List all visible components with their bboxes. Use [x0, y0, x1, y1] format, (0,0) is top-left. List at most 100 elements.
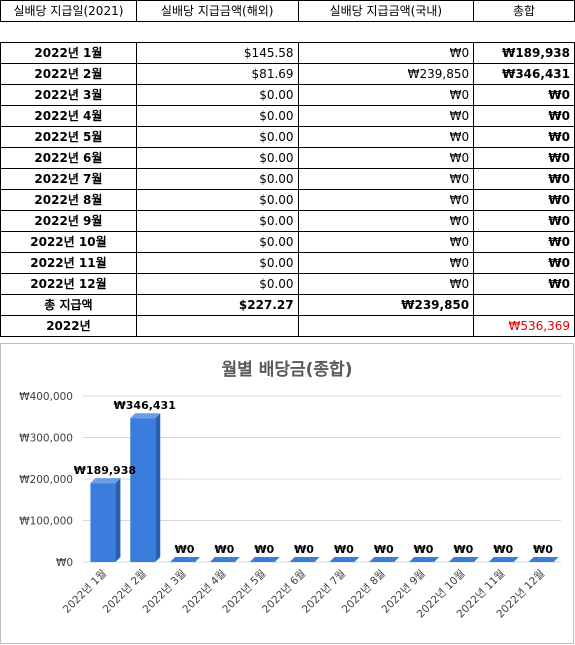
y-tick-label: ₩200,000	[19, 474, 73, 486]
header-cell-overseas[interactable]: 실배당 지급금액(해외)	[135, 0, 299, 22]
total-paid-domestic[interactable]: ₩239,850	[297, 294, 475, 316]
total-amount-cell[interactable]: ₩0	[473, 126, 575, 148]
month-cell[interactable]: 2022년 10월	[0, 231, 137, 253]
overseas-amount-cell[interactable]: $0.00	[135, 231, 299, 253]
total-amount-cell[interactable]: ₩0	[473, 147, 575, 169]
blank-cell[interactable]	[298, 21, 474, 43]
data-labels: ₩189,938 ₩346,431 ₩0 ₩0 ₩0 ₩0 ₩0 ₩0 ₩0 ₩0 ₩0 ₩0	[74, 399, 554, 556]
month-cell[interactable]: 2022년 6월	[0, 147, 137, 169]
bar	[369, 557, 400, 562]
overseas-amount-cell[interactable]: $81.69	[135, 63, 299, 85]
overseas-amount-cell[interactable]: $0.00	[135, 273, 299, 295]
header-row: 실배당 지급일(2021) 실배당 지급금액(해외) 실배당 지급금액(국내) …	[0, 0, 575, 22]
total-amount-cell[interactable]: ₩346,431	[473, 63, 575, 85]
total-amount-cell[interactable]: ₩0	[473, 189, 575, 211]
year-empty-overseas[interactable]	[135, 315, 299, 337]
bar-face	[329, 557, 360, 562]
overseas-amount-cell[interactable]: $0.00	[135, 84, 299, 106]
total-paid-overseas[interactable]: $227.27	[135, 294, 299, 316]
table-row: 2022년 7월 $0.00 ₩0 ₩0	[0, 168, 575, 190]
y-tick-label: ₩0	[56, 557, 73, 569]
month-cell[interactable]: 2022년 5월	[0, 126, 137, 148]
overseas-amount-cell[interactable]: $0.00	[135, 252, 299, 274]
domestic-amount-cell[interactable]: ₩0	[297, 168, 475, 190]
domestic-amount-cell[interactable]: ₩0	[297, 126, 475, 148]
data-label: ₩0	[334, 543, 354, 556]
overseas-amount-cell[interactable]: $0.00	[135, 105, 299, 127]
bar-face	[90, 483, 116, 562]
bar	[90, 478, 121, 562]
gridlines	[83, 395, 561, 563]
table-row: 2022년 12월 $0.00 ₩0 ₩0	[0, 273, 575, 295]
month-cell[interactable]: 2022년 12월	[0, 273, 137, 295]
month-cell[interactable]: 2022년 1월	[0, 42, 137, 64]
bar	[249, 557, 280, 562]
month-cell[interactable]: 2022년 7월	[0, 168, 137, 190]
table-row: 2022년 3월 $0.00 ₩0 ₩0	[0, 84, 575, 106]
y-axis: ₩0 ₩100,000 ₩200,000 ₩300,000 ₩400,000	[19, 391, 73, 569]
grand-total-value[interactable]: ₩536,369	[473, 315, 575, 337]
domestic-amount-cell[interactable]: ₩0	[297, 189, 475, 211]
month-cell[interactable]: 2022년 3월	[0, 84, 137, 106]
y-tick-label: ₩300,000	[19, 433, 73, 445]
overseas-amount-cell[interactable]: $0.00	[135, 189, 299, 211]
table-row: 2022년 10월 $0.00 ₩0 ₩0	[0, 231, 575, 253]
total-amount-cell[interactable]: ₩189,938	[473, 42, 575, 64]
overseas-amount-cell[interactable]: $145.58	[135, 42, 299, 64]
overseas-amount-cell[interactable]: $0.00	[135, 210, 299, 232]
domestic-amount-cell[interactable]: ₩0	[297, 105, 475, 127]
month-cell[interactable]: 2022년 9월	[0, 210, 137, 232]
domestic-amount-cell[interactable]: ₩0	[297, 42, 475, 64]
domestic-amount-cell[interactable]: ₩0	[297, 231, 475, 253]
total-paid-row: 총 지급액 $227.27 ₩239,850	[0, 294, 575, 316]
total-paid-label[interactable]: 총 지급액	[0, 294, 137, 316]
overseas-amount-cell[interactable]: $0.00	[135, 168, 299, 190]
total-amount-cell[interactable]: ₩0	[473, 168, 575, 190]
overseas-amount-cell[interactable]: $0.00	[135, 147, 299, 169]
month-cell[interactable]: 2022년 2월	[0, 63, 137, 85]
overseas-amount-cell[interactable]: $0.00	[135, 126, 299, 148]
header-cell-date[interactable]: 실배당 지급일(2021)	[0, 0, 137, 22]
bar	[409, 557, 440, 562]
bar-face	[289, 557, 320, 562]
bar	[448, 557, 479, 562]
domestic-amount-cell[interactable]: ₩0	[297, 147, 475, 169]
table-row: 2022년 11월 $0.00 ₩0 ₩0	[0, 252, 575, 274]
domestic-amount-cell[interactable]: ₩0	[297, 273, 475, 295]
month-cell[interactable]: 2022년 8월	[0, 189, 137, 211]
data-label: ₩0	[454, 543, 474, 556]
domestic-amount-cell[interactable]: ₩0	[297, 210, 475, 232]
blank-cell[interactable]	[136, 21, 299, 43]
data-label: ₩189,938	[74, 464, 136, 477]
chart-title: 월별 배당금(종합)	[222, 359, 353, 380]
bar-top	[90, 478, 121, 484]
bar	[170, 557, 201, 562]
bar-face	[170, 557, 201, 562]
total-paid-empty[interactable]	[473, 294, 575, 316]
blank-cell[interactable]	[473, 21, 575, 43]
chart-area[interactable]: 월별 배당금(종합) ₩0 ₩100,000 ₩200,000 ₩300,000 ₩40…	[0, 343, 574, 644]
total-amount-cell[interactable]: ₩0	[473, 210, 575, 232]
blank-cell[interactable]	[0, 21, 137, 43]
bar-face	[409, 557, 440, 562]
header-cell-domestic[interactable]: 실배당 지급금액(국내)	[297, 0, 475, 22]
header-cell-total[interactable]: 총합	[473, 0, 575, 22]
total-amount-cell[interactable]: ₩0	[473, 252, 575, 274]
domestic-amount-cell[interactable]: ₩0	[297, 84, 475, 106]
bar	[528, 557, 559, 562]
total-amount-cell[interactable]: ₩0	[473, 105, 575, 127]
table-row: 2022년 4월 $0.00 ₩0 ₩0	[0, 105, 575, 127]
total-amount-cell[interactable]: ₩0	[473, 231, 575, 253]
domestic-amount-cell[interactable]: ₩239,850	[297, 63, 475, 85]
month-cell[interactable]: 2022년 11월	[0, 252, 137, 274]
total-amount-cell[interactable]: ₩0	[473, 273, 575, 295]
domestic-amount-cell[interactable]: ₩0	[297, 252, 475, 274]
year-empty-domestic[interactable]	[297, 315, 475, 337]
month-cell[interactable]: 2022년 4월	[0, 105, 137, 127]
bar-face	[528, 557, 559, 562]
year-total-row: 2022년 ₩536,369	[0, 315, 575, 337]
year-label[interactable]: 2022년	[0, 315, 137, 337]
total-amount-cell[interactable]: ₩0	[473, 84, 575, 106]
